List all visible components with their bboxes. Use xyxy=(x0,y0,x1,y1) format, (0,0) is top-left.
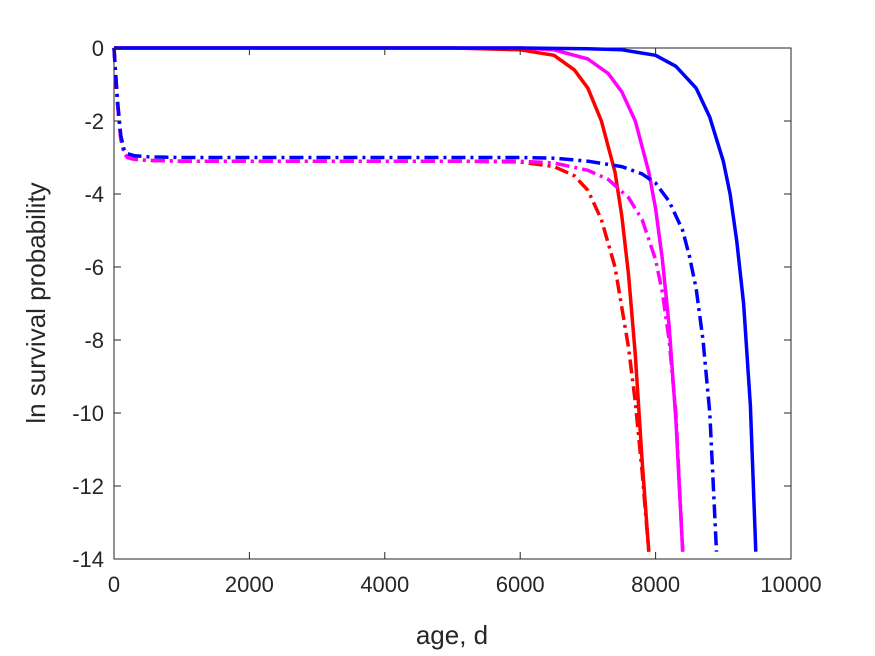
x-tick-label: 10000 xyxy=(760,572,821,597)
y-tick-label: -10 xyxy=(72,401,104,426)
x-tick-label: 0 xyxy=(108,572,120,597)
y-tick-label: -2 xyxy=(84,109,104,134)
y-axis-label: ln survival probability xyxy=(21,182,51,423)
x-tick-label: 4000 xyxy=(360,572,409,597)
series-line-6 xyxy=(112,47,719,552)
series-layer xyxy=(112,46,758,552)
x-axis-label: age, d xyxy=(416,620,488,650)
series-line-3 xyxy=(114,46,758,552)
y-tick-label: -8 xyxy=(84,328,104,353)
y-tick-label: 0 xyxy=(92,36,104,61)
axes-layer: 0 2000 4000 6000 8000 10000 0 -2 -4 -6 -8 -10 -12 -14 xyxy=(72,36,821,597)
plot-area xyxy=(113,47,792,560)
y-tick-label: -6 xyxy=(84,255,104,280)
y-tick-label: -14 xyxy=(72,547,104,572)
series-line-5 xyxy=(112,47,685,552)
y-tick-label: -12 xyxy=(72,474,104,499)
x-tick-label: 8000 xyxy=(631,572,680,597)
y-tick-label: -4 xyxy=(84,182,104,207)
x-tick-label: 6000 xyxy=(496,572,545,597)
x-tick-label: 2000 xyxy=(225,572,274,597)
